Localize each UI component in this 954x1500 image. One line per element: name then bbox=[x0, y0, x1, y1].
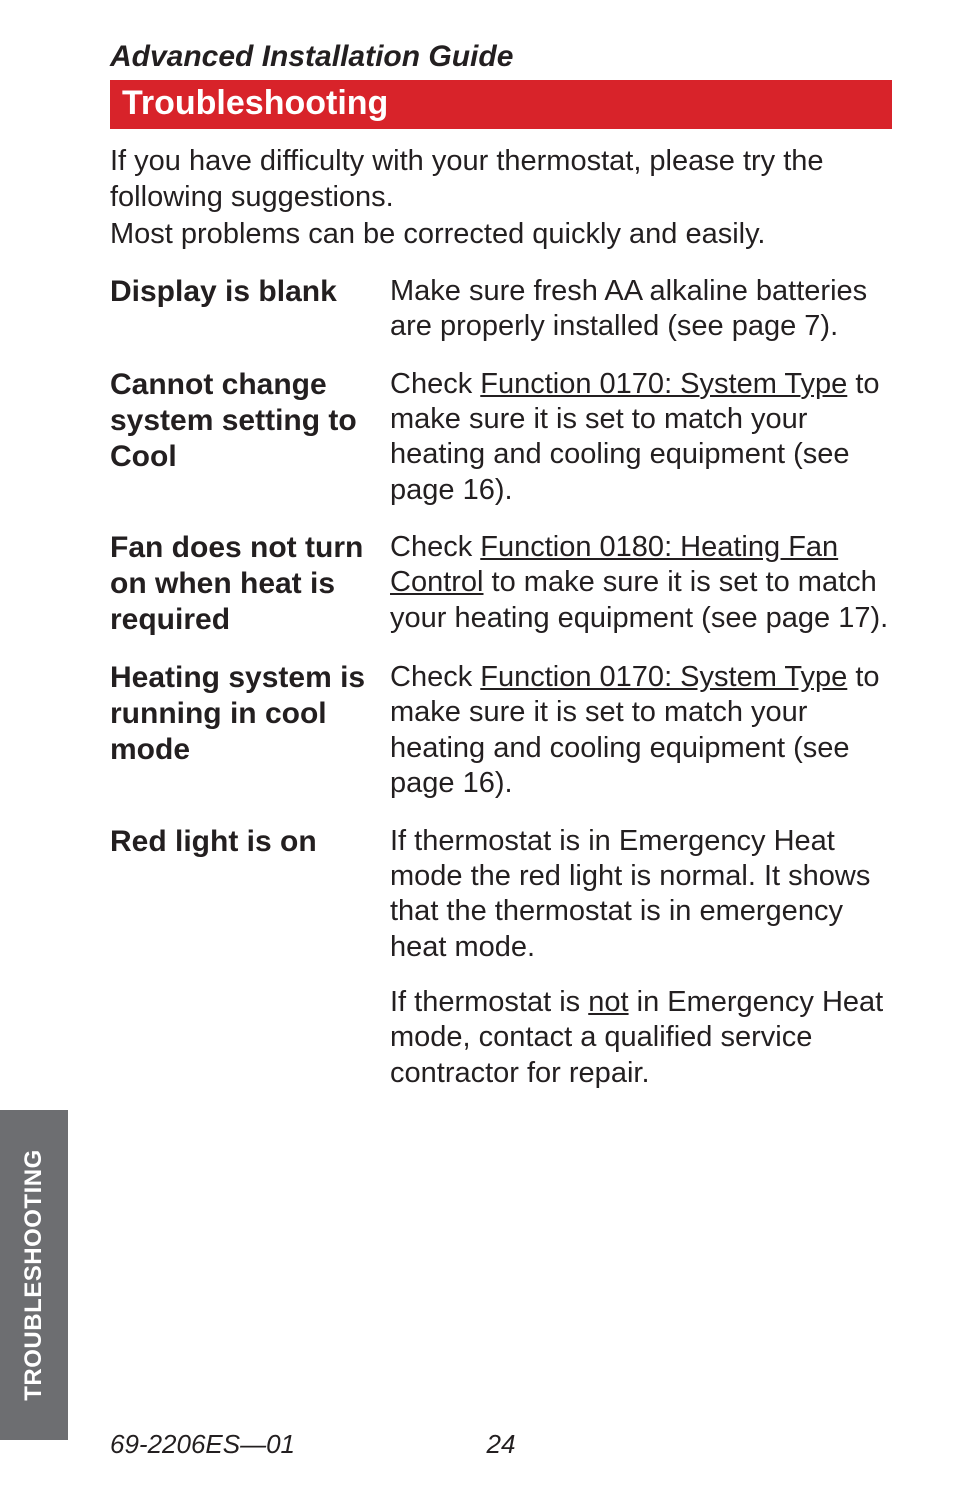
pre-fan-no-turn: Check bbox=[390, 531, 480, 563]
troubleshooting-table: Display is blank Make sure fresh AA alka… bbox=[110, 274, 892, 1091]
text-red-light-1: If thermostat is in Emergency Heat mode … bbox=[390, 824, 892, 966]
intro-line-2: Most problems can be corrected quickly a… bbox=[110, 218, 766, 250]
text-display-blank: Make sure fresh AA alkaline batteries ar… bbox=[390, 274, 892, 345]
label-heating-cool: Heating system is running in cool mode bbox=[110, 660, 390, 768]
label-display-blank: Display is blank bbox=[110, 274, 390, 310]
link-function-0170-b: Function 0170: System Type bbox=[480, 661, 847, 693]
body-cannot-change: Check Function 0170: System Type to make… bbox=[390, 367, 892, 509]
pre-heating-cool: Check bbox=[390, 661, 480, 693]
side-tab: TROUBLESHOOTING bbox=[0, 1110, 68, 1440]
underline-not: not bbox=[588, 986, 628, 1018]
text-heating-cool: Check Function 0170: System Type to make… bbox=[390, 660, 892, 802]
label-fan-no-turn: Fan does not turn on when heat is requir… bbox=[110, 530, 390, 638]
page-number: 24 bbox=[487, 1429, 516, 1460]
body-red-light: If thermostat is in Emergency Heat mode … bbox=[390, 824, 892, 1092]
pre-red-light-2: If thermostat is bbox=[390, 986, 588, 1018]
section-header: Troubleshooting bbox=[110, 80, 892, 129]
row-red-light: Red light is on If thermostat is in Emer… bbox=[110, 824, 892, 1092]
body-display-blank: Make sure fresh AA alkaline batteries ar… bbox=[390, 274, 892, 345]
doc-number: 69-2206ES—01 bbox=[110, 1429, 295, 1460]
body-fan-no-turn: Check Function 0180: Heating Fan Control… bbox=[390, 530, 892, 636]
body-heating-cool: Check Function 0170: System Type to make… bbox=[390, 660, 892, 802]
text-cannot-change: Check Function 0170: System Type to make… bbox=[390, 367, 892, 509]
pre-cannot-change: Check bbox=[390, 368, 480, 400]
row-fan-no-turn: Fan does not turn on when heat is requir… bbox=[110, 530, 892, 638]
intro-text: If you have difficulty with your thermos… bbox=[110, 143, 892, 252]
label-red-light: Red light is on bbox=[110, 824, 390, 860]
row-display-blank: Display is blank Make sure fresh AA alka… bbox=[110, 274, 892, 345]
guide-title: Advanced Installation Guide bbox=[110, 40, 892, 74]
text-red-light-2: If thermostat is not in Emergency Heat m… bbox=[390, 985, 892, 1091]
side-tab-label: TROUBLESHOOTING bbox=[20, 1149, 48, 1401]
text-fan-no-turn: Check Function 0180: Heating Fan Control… bbox=[390, 530, 892, 636]
row-cannot-change: Cannot change system setting to Cool Che… bbox=[110, 367, 892, 509]
row-heating-cool: Heating system is running in cool mode C… bbox=[110, 660, 892, 802]
label-cannot-change: Cannot change system setting to Cool bbox=[110, 367, 390, 475]
intro-line-1: If you have difficulty with your thermos… bbox=[110, 145, 824, 213]
link-function-0170-a: Function 0170: System Type bbox=[480, 368, 847, 400]
page-footer: 69-2206ES—01 24 bbox=[110, 1429, 892, 1460]
